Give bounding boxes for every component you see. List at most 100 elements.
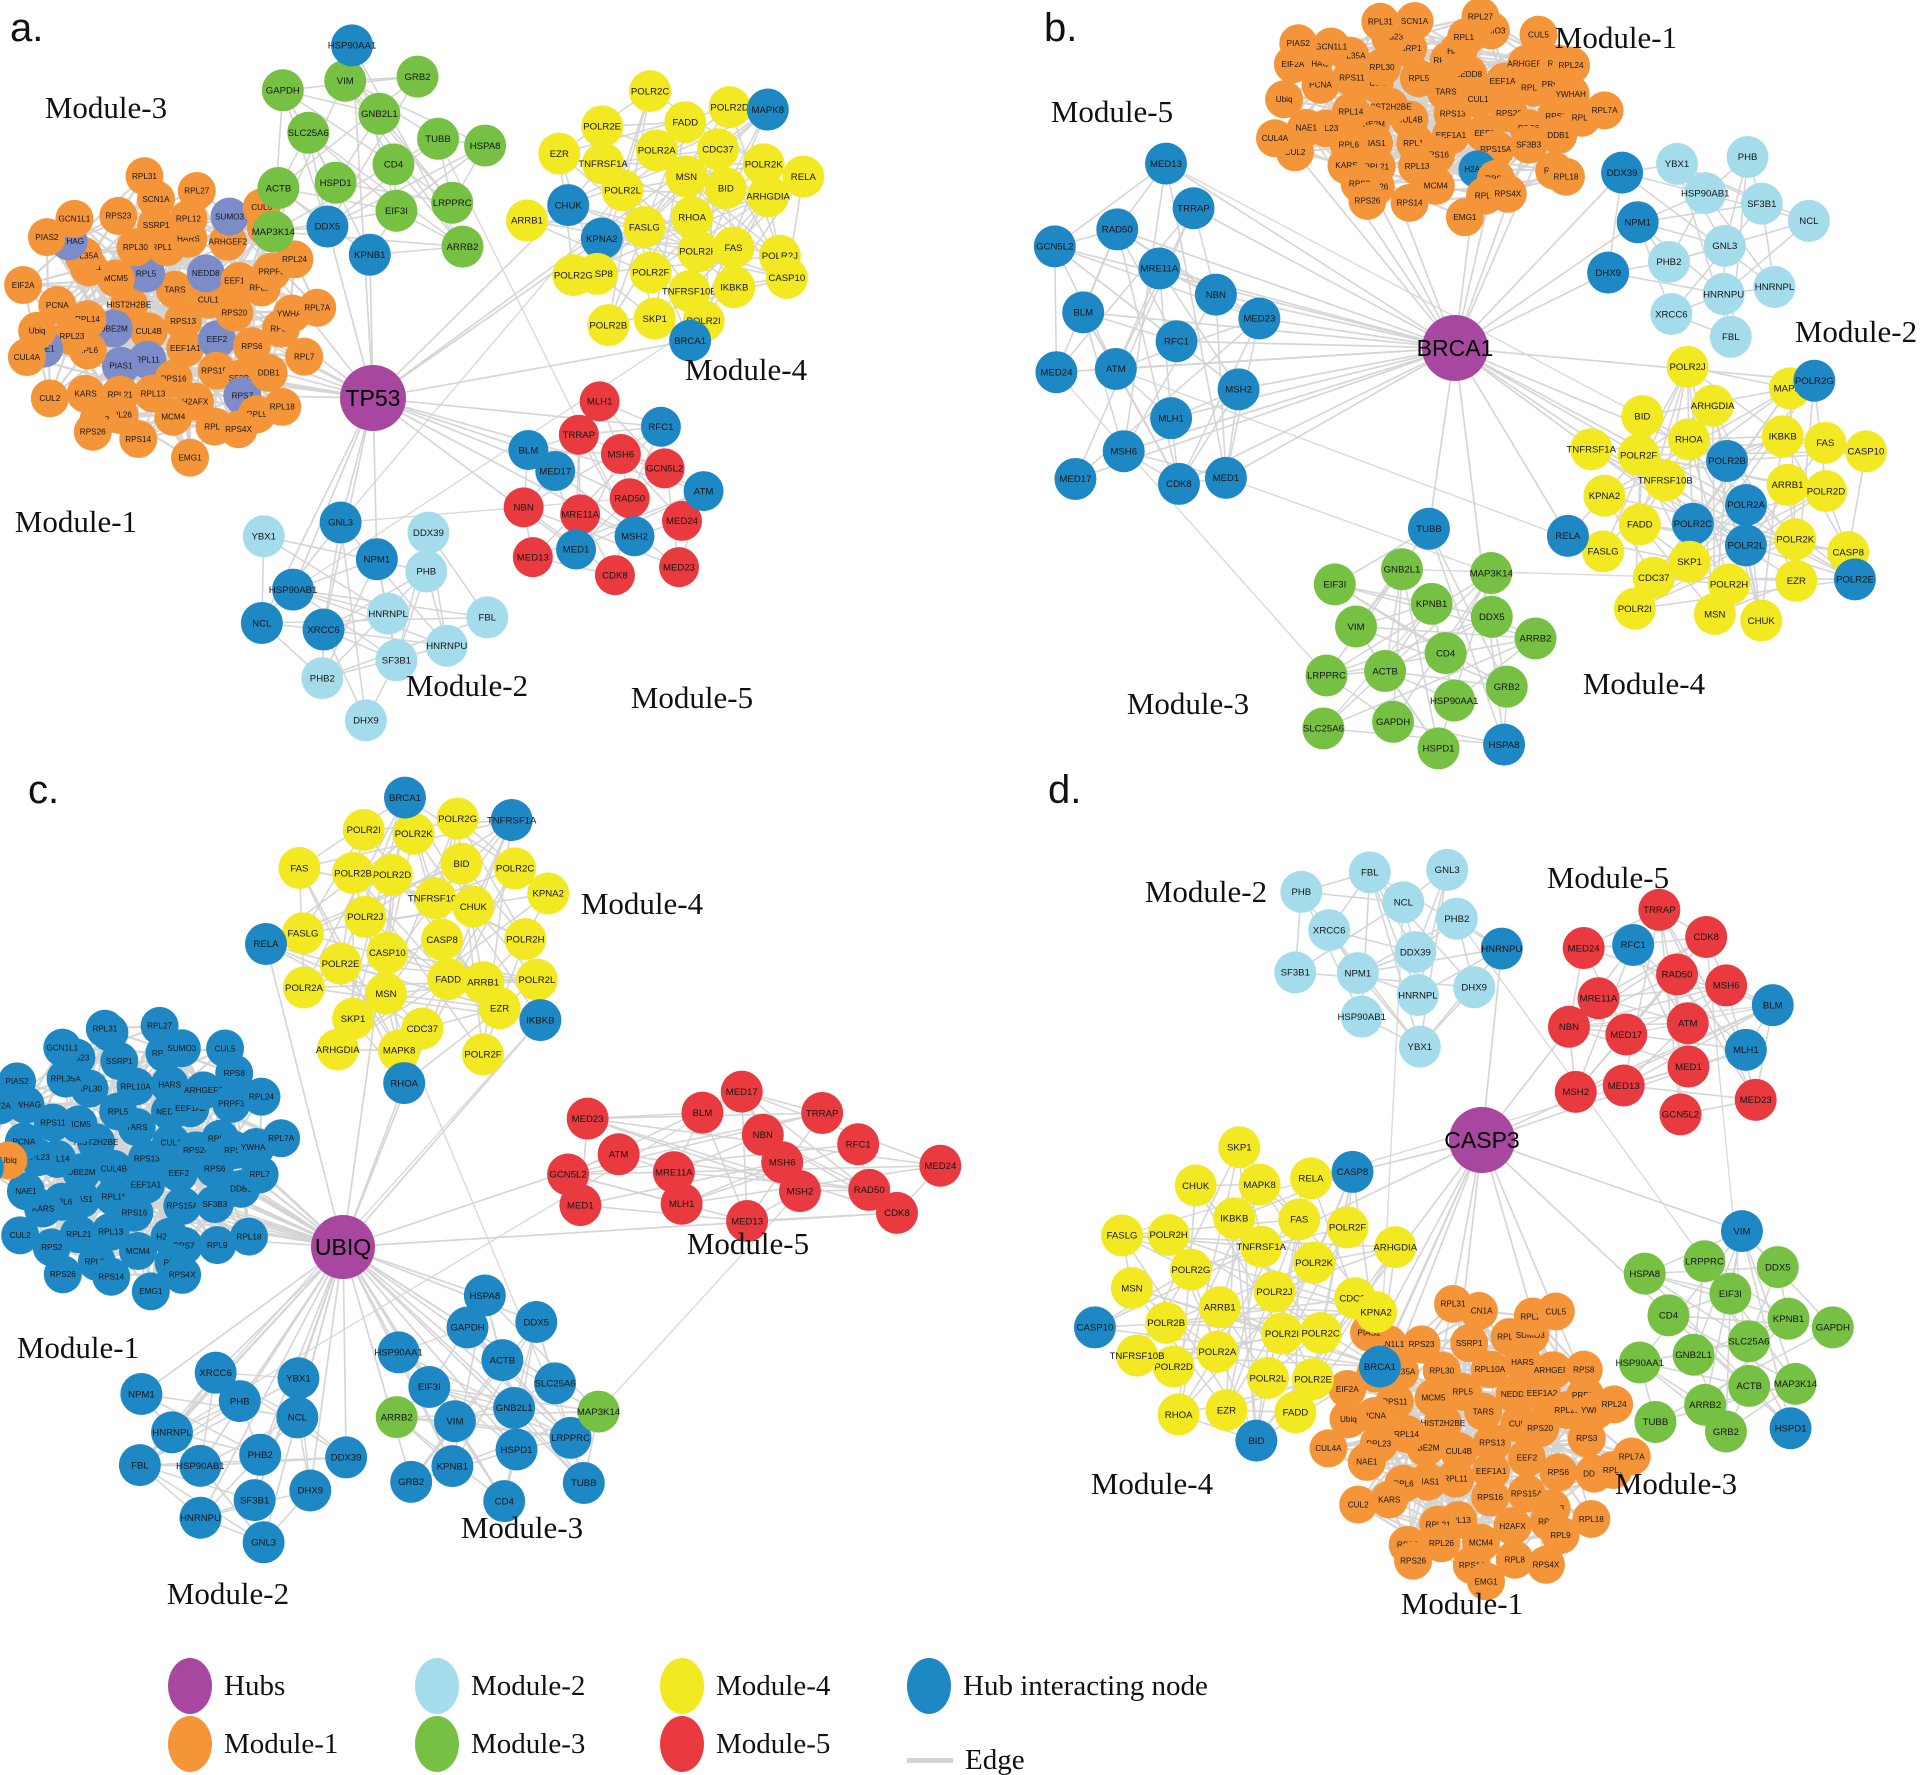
node-CASP8[interactable]: CASP8 (421, 918, 464, 961)
node-CD4[interactable]: CD4 (372, 143, 415, 186)
node-POLR2H[interactable]: POLR2H (504, 918, 547, 961)
node-POLR2J[interactable]: POLR2J (1253, 1270, 1296, 1313)
node-DHX9[interactable]: DHX9 (344, 699, 387, 742)
node-MED17[interactable]: MED17 (720, 1070, 763, 1113)
node-CDK8[interactable]: CDK8 (1157, 462, 1200, 505)
node-POLR2I[interactable]: POLR2I (1613, 587, 1656, 630)
node-GNB2L1[interactable]: GNB2L1 (1672, 1333, 1715, 1376)
node-CUL5[interactable]: CUL5 (1519, 15, 1558, 54)
node-RPL18[interactable]: RPL18 (1546, 157, 1585, 196)
node-EIF3I[interactable]: EIF3I (375, 189, 418, 232)
node-POLR2E[interactable]: POLR2E (1833, 558, 1876, 601)
node-MED17[interactable]: MED17 (1605, 1013, 1648, 1056)
node-CUL2[interactable]: CUL2 (1, 1216, 40, 1255)
node-FASLG[interactable]: FASLG (281, 912, 324, 955)
node-BLM[interactable]: BLM (1751, 984, 1794, 1027)
node-GCN5L2[interactable]: GCN5L2 (1033, 225, 1076, 268)
node-SLC25A6[interactable]: SLC25A6 (1302, 707, 1345, 750)
node-HSPA8[interactable]: HSPA8 (463, 1274, 506, 1317)
node-MSN[interactable]: MSN (1693, 593, 1736, 636)
node-EMG1[interactable]: EMG1 (1445, 198, 1484, 237)
node-DHX9[interactable]: DHX9 (289, 1469, 332, 1512)
node-RAD50[interactable]: RAD50 (609, 478, 650, 519)
node-POLR2C[interactable]: POLR2C (629, 70, 672, 113)
node-RAD50[interactable]: RAD50 (1656, 953, 1699, 996)
node-RHOA[interactable]: RHOA (1157, 1393, 1200, 1436)
node-EIF2A[interactable]: EIF2A (1328, 1370, 1367, 1409)
node-MED1[interactable]: MED1 (1667, 1045, 1710, 1088)
node-BLM[interactable]: BLM (508, 429, 549, 470)
node-RPS23[interactable]: RPS23 (1402, 1325, 1441, 1364)
node-EZR[interactable]: EZR (478, 987, 521, 1030)
node-CASP10[interactable]: CASP10 (366, 931, 409, 974)
node-EIF3I[interactable]: EIF3I (1313, 563, 1356, 606)
node-CDK8[interactable]: CDK8 (594, 555, 635, 596)
node-FASLG[interactable]: FASLG (623, 206, 666, 249)
node-POLR2J[interactable]: POLR2J (344, 895, 387, 938)
node-HSP90AB1[interactable]: HSP90AB1 (176, 1444, 225, 1487)
node-POLR2B[interactable]: POLR2B (1706, 439, 1749, 482)
node-RPS14[interactable]: RPS14 (1390, 183, 1429, 222)
node-BRCA1[interactable]: BRCA1 (383, 776, 426, 819)
node-MED1[interactable]: MED1 (556, 529, 597, 570)
node-ARRB2[interactable]: ARRB2 (375, 1396, 418, 1439)
node-MED24[interactable]: MED24 (1562, 927, 1605, 970)
node-PHB[interactable]: PHB (1726, 135, 1769, 178)
node-GAPDH[interactable]: GAPDH (1372, 700, 1415, 743)
node-XRCC6[interactable]: XRCC6 (302, 608, 345, 651)
node-RHOA[interactable]: RHOA (1667, 418, 1710, 461)
node-BID[interactable]: BID (440, 842, 483, 885)
node-NCL[interactable]: NCL (276, 1396, 319, 1439)
hub-BRCA1[interactable]: BRCA1 (1417, 315, 1494, 381)
node-POLR2K[interactable]: POLR2K (392, 812, 435, 855)
node-HSPA8[interactable]: HSPA8 (1483, 723, 1526, 766)
node-RPL7[interactable]: RPL7 (285, 337, 324, 376)
node-FAS[interactable]: FAS (712, 226, 755, 269)
node-TNFRSF1A[interactable]: TNFRSF1A (1566, 428, 1617, 471)
node-GNL3[interactable]: GNL3 (242, 1521, 285, 1564)
node-BRCA1[interactable]: BRCA1 (1358, 1345, 1401, 1388)
node-POLR2I[interactable]: POLR2I (342, 808, 385, 851)
node-RPL7[interactable]: RPL7 (240, 1155, 279, 1194)
node-SF3B1[interactable]: SF3B1 (1274, 951, 1317, 994)
node-IKBKB[interactable]: IKBKB (1213, 1197, 1256, 1240)
node-FAS[interactable]: FAS (1804, 421, 1847, 464)
node-NPM1[interactable]: NPM1 (1336, 952, 1379, 995)
node-RPS26[interactable]: RPS26 (1394, 1541, 1433, 1580)
node-PHB2[interactable]: PHB2 (239, 1433, 282, 1476)
node-PIAS2[interactable]: PIAS2 (1279, 24, 1318, 63)
node-KPNB1[interactable]: KPNB1 (1767, 1297, 1810, 1340)
node-CHUK[interactable]: CHUK (1740, 599, 1783, 642)
node-EZR[interactable]: EZR (1775, 559, 1818, 602)
node-GAPDH[interactable]: GAPDH (261, 69, 304, 112)
node-ACTB[interactable]: ACTB (1364, 650, 1407, 693)
node-ARRB1[interactable]: ARRB1 (1766, 463, 1809, 506)
node-POLR2I[interactable]: POLR2I (1261, 1312, 1304, 1355)
node-FAS[interactable]: FAS (278, 847, 321, 890)
node-SLC25A6[interactable]: SLC25A6 (1727, 1320, 1770, 1363)
node-POLR2K[interactable]: POLR2K (1293, 1241, 1336, 1284)
node-EMG1[interactable]: EMG1 (131, 1272, 170, 1311)
node-BID[interactable]: BID (704, 167, 747, 210)
node-YBX1[interactable]: YBX1 (277, 1357, 320, 1400)
node-FADD[interactable]: FADD (664, 101, 707, 144)
node-CHUK[interactable]: CHUK (547, 184, 590, 227)
node-SLC25A6[interactable]: SLC25A6 (287, 111, 330, 154)
node-VIM[interactable]: VIM (324, 59, 367, 102)
node-KPNB1[interactable]: KPNB1 (348, 233, 391, 276)
node-DDX39[interactable]: DDX39 (1601, 151, 1644, 194)
node-POLR2B[interactable]: POLR2B (1145, 1301, 1188, 1344)
node-CHUK[interactable]: CHUK (452, 885, 495, 928)
node-MSH2[interactable]: MSH2 (1217, 368, 1260, 411)
node-RELA[interactable]: RELA (782, 155, 825, 198)
node-VIM[interactable]: VIM (1720, 1210, 1763, 1253)
node-SKP1[interactable]: SKP1 (633, 297, 676, 340)
node-NAE1[interactable]: NAE1 (1347, 1442, 1386, 1481)
node-EZR[interactable]: EZR (1205, 1389, 1248, 1432)
node-MSH2[interactable]: MSH2 (614, 516, 655, 557)
node-GNB2L1[interactable]: GNB2L1 (493, 1386, 536, 1429)
node-HSP90AA1[interactable]: HSP90AA1 (1430, 679, 1479, 722)
node-MLH1[interactable]: MLH1 (579, 381, 620, 422)
node-FBL[interactable]: FBL (466, 596, 509, 639)
node-POLR2G[interactable]: POLR2G (1793, 359, 1836, 402)
